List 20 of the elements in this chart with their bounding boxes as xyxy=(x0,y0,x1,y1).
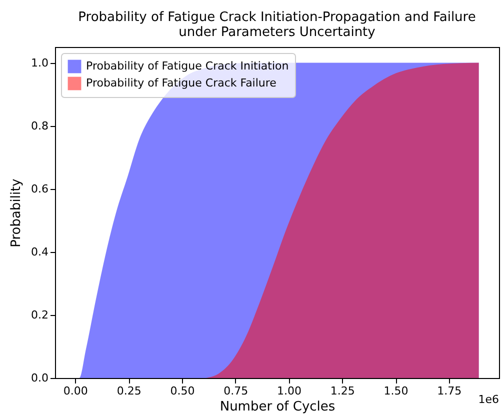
chart-title: Probability of Fatigue Crack Initiation-Propagation and Failure under Parameters Uncertainty xyxy=(78,10,476,40)
legend-label: Probability of Fatigue Crack Failure xyxy=(86,76,277,90)
x-tick-label: 1.50 xyxy=(384,384,408,398)
legend-label: Probability of Fatigue Crack Initiation xyxy=(86,60,289,72)
x-axis-title: Number of Cycles xyxy=(220,400,336,414)
y-tick-label: 0.0 xyxy=(31,372,48,384)
y-tick-label: 0.4 xyxy=(31,245,48,258)
x-tick-label: 1.75 xyxy=(437,384,462,398)
x-tick-label: 0.00 xyxy=(63,384,88,398)
y-tick-label: 1.0 xyxy=(31,56,48,70)
x-tick-label: 1.25 xyxy=(330,384,355,398)
text: 1e6 xyxy=(478,393,499,406)
x-tick-label: 0.25 xyxy=(116,384,142,398)
y-axis-title: Probability xyxy=(9,178,24,248)
y-tick-label: 0.6 xyxy=(31,182,48,196)
x-tick-label: 0.75 xyxy=(224,384,248,398)
x-tick-label: 1.00 xyxy=(276,384,302,398)
x-tick-label: 0.50 xyxy=(170,384,195,398)
y-tick-label: 0.8 xyxy=(31,119,48,132)
y-tick-label: 0.2 xyxy=(31,308,48,322)
